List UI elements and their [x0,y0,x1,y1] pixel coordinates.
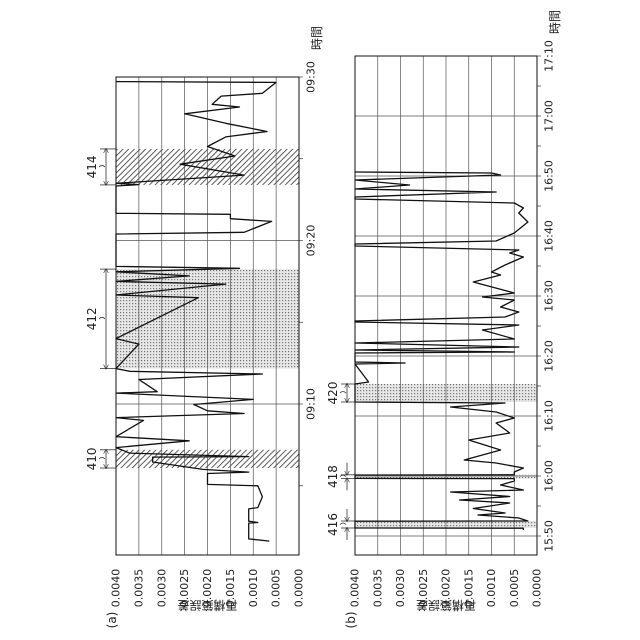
panel-label: (a) [105,612,119,629]
region-brace [99,457,105,459]
value-tick-label: 0.0040 [110,569,123,608]
panel-label: (b) [344,612,358,629]
value-tick-label: 0.0035 [371,569,384,608]
time-tick-label: 16:10 [543,400,556,432]
time-tick-label: 09:20 [305,225,318,257]
region-label-414: 414 [85,155,99,178]
y-axis-title: 再構築誤差 [416,598,476,613]
region-label-412: 412 [85,307,99,330]
time-tick-label: 16:30 [543,280,556,312]
region-brace [99,317,105,319]
figure-svg: 4104124140.00400.00350.00300.00250.00200… [0,0,640,640]
value-tick-label: 0.0000 [531,569,544,608]
region-brace [340,392,346,394]
region-brace [340,523,346,525]
chart-a [99,77,303,555]
time-tick-label: 15:50 [543,520,556,552]
figure: 4104124140.00400.00350.00300.00250.00200… [0,0,640,640]
region-label-416: 416 [326,513,340,536]
value-tick-label: 0.0005 [270,569,283,608]
time-tick-label: 16:20 [543,340,556,372]
time-tick-label: 16:00 [543,460,556,492]
region-label-410: 410 [85,447,99,470]
region-brace [99,165,105,167]
value-tick-label: 0.0000 [293,569,306,608]
value-tick-label: 0.0040 [349,569,362,608]
x-axis-title: 時間 [310,26,324,50]
time-tick-label: 17:10 [543,40,556,72]
region-label-418: 418 [326,465,340,488]
value-tick-label: 0.0030 [394,569,407,608]
chart-b [340,56,541,555]
time-tick-label: 17:00 [543,100,556,132]
value-tick-label: 0.0035 [132,569,145,608]
y-axis-title: 再構築誤差 [177,598,237,613]
time-tick-label: 09:30 [305,61,318,93]
value-tick-label: 0.0010 [247,569,260,608]
region-brace [340,475,346,477]
time-tick-label: 16:40 [543,220,556,252]
time-tick-label: 16:50 [543,160,556,192]
time-tick-label: 09:10 [305,388,318,420]
value-tick-label: 0.0005 [508,569,521,608]
x-axis-title: 時間 [548,10,562,34]
value-tick-label: 0.0030 [155,569,168,608]
region-label-420: 420 [326,382,340,405]
value-tick-label: 0.0010 [485,569,498,608]
